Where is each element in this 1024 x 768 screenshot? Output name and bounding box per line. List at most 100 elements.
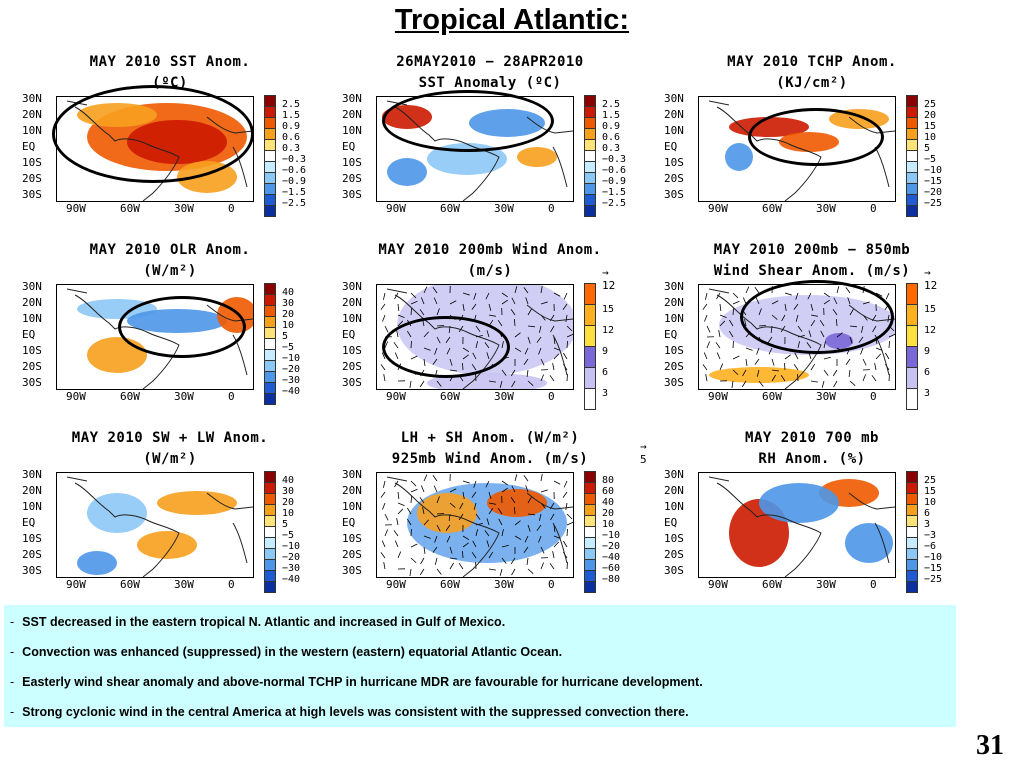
summary-box: - SST decreased in the eastern tropical N… (4, 605, 956, 727)
anomaly-patch (87, 493, 147, 533)
colorbar-label: −0.9 (282, 176, 307, 187)
colorbar-label: 2.5 (602, 99, 621, 110)
longitude-label: 60W (440, 202, 460, 215)
latitude-label: EQ (664, 516, 678, 529)
latitude-label: 10N (664, 500, 684, 513)
wind-vector (501, 292, 509, 298)
wind-vector (501, 480, 509, 486)
wind-vector (471, 551, 477, 559)
colorbar-label: 40 (282, 287, 295, 298)
wind-vector (383, 374, 386, 382)
wind-vector (823, 356, 831, 360)
wind-vector (423, 535, 431, 539)
latitude-label: 20S (342, 360, 362, 373)
wind-vector (732, 300, 740, 305)
wind-vector (849, 380, 856, 386)
colorbar-label: −10 (924, 552, 943, 563)
map-title: 26MAY2010 − 28APR2010 SST Anomaly (ºC) (340, 52, 640, 96)
latitude-label: 20N (342, 296, 362, 309)
colorbar-label: 1.5 (602, 110, 621, 121)
latitude-label: EQ (664, 328, 678, 341)
wind-vector (473, 480, 477, 488)
wind-vector (420, 297, 425, 305)
wind-vector (552, 551, 555, 559)
map-title: MAY 2010 200mb Wind Anom. (m/s) (340, 240, 640, 284)
summary-list: - SST decreased in the eastern tropical N… (4, 605, 956, 733)
colorbar-label: 10 (282, 320, 295, 331)
wind-vector (499, 380, 503, 388)
colorbar-label: −25 (924, 574, 943, 585)
wind-vector (513, 506, 516, 515)
wind-vector (433, 485, 438, 493)
wind-vector (732, 355, 740, 360)
longitude-label: 0 (228, 202, 235, 215)
colorbar-label: 0.9 (602, 121, 621, 132)
colorbar-label: 80 (602, 475, 615, 486)
latitude-label: 20N (22, 484, 42, 497)
wind-vector (771, 374, 776, 382)
wind-vector (449, 502, 456, 508)
longitude-label: 30W (174, 578, 194, 591)
map-units-line: (W/m²) (143, 263, 197, 279)
map-title-line: LH + SH Anom. (W/m²) (400, 430, 580, 446)
longitude-label: 90W (708, 202, 728, 215)
map-title: MAY 2010 SW + LW Anom. (W/m²) (20, 428, 320, 472)
latitude-label: 30S (664, 188, 684, 201)
wind-vector (810, 363, 816, 371)
latitude-label: 30N (342, 468, 362, 481)
colorbar-label: −40 (602, 552, 621, 563)
colorbar-label: −5 (924, 154, 937, 165)
wind-vector (731, 380, 734, 388)
longitude-label: 0 (870, 578, 877, 591)
map-title-line: MAY 2010 700 mb (745, 430, 879, 446)
latitude-label: 10S (22, 344, 42, 357)
latitude-label: 10N (342, 500, 362, 513)
wind-vector (549, 563, 555, 570)
wind-vector (875, 353, 882, 360)
wind-vector (484, 530, 490, 537)
latitude-label: 20N (664, 484, 684, 497)
slide-title: Tropical Atlantic: (394, 4, 630, 36)
colorbar-label: −0.3 (602, 154, 627, 165)
colorbar-label: −80 (602, 574, 621, 585)
wind-vector (566, 561, 568, 570)
map-units-line: SST Anomaly (ºC) (418, 75, 562, 91)
wind-vector (729, 319, 734, 327)
wind-vector (410, 300, 418, 305)
colorbar-swatch (584, 346, 596, 368)
colorbar-swatch (264, 393, 276, 405)
latitude-label: 20N (22, 296, 42, 309)
anomaly-patch (417, 493, 477, 533)
colorbar-swatch (906, 388, 918, 410)
colorbar-label: 40 (282, 475, 295, 486)
reference-vector: → 5 (640, 440, 647, 466)
wind-vector (384, 529, 389, 537)
longitude-label: 60W (762, 202, 782, 215)
wind-vector (397, 551, 402, 559)
wind-vector (871, 375, 877, 382)
latitude-label: EQ (342, 516, 356, 529)
wind-vector (705, 374, 708, 382)
map-title-line: MAY 2010 TCHP Anom. (727, 54, 897, 70)
anomaly-patch (137, 531, 197, 559)
wind-vector (538, 513, 542, 521)
wind-vector (566, 373, 568, 382)
wind-vector (862, 374, 866, 382)
colorbar-label: 15 (924, 121, 937, 132)
page-number: 31 (976, 730, 1004, 761)
latitude-label: 20S (22, 360, 42, 373)
wind-vector (397, 508, 404, 515)
wind-vector (486, 540, 490, 548)
latitude-label: 10S (664, 344, 684, 357)
wind-vector (742, 369, 747, 377)
wind-vector (728, 330, 734, 338)
arrow-right-icon: → (602, 266, 609, 279)
wind-vector (462, 480, 470, 484)
wind-vector (732, 292, 739, 299)
wind-vector (488, 551, 494, 559)
longitude-label: 90W (66, 390, 86, 403)
latitude-label: 20N (664, 108, 684, 121)
wind-vector (553, 292, 561, 297)
wind-vector (475, 513, 481, 520)
colorbar-label: 3 (924, 519, 931, 530)
